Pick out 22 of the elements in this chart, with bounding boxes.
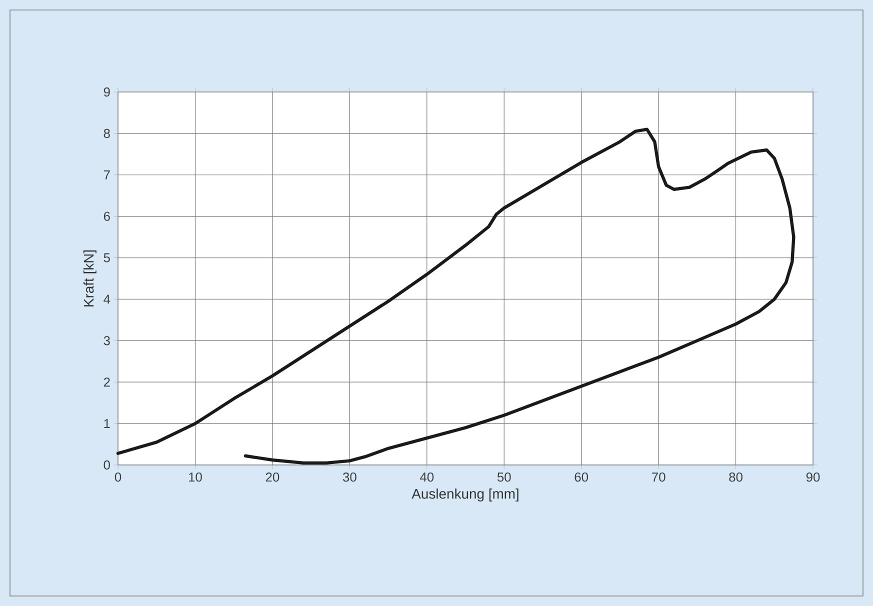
x-tick-label: 40 [420,472,434,482]
y-tick-label: 8 [104,128,110,138]
x-tick-label: 10 [189,472,202,482]
y-tick-label: 4 [104,294,110,304]
x-tick-label: 60 [574,472,588,482]
y-axis-title: Kraft [kN] [83,250,96,306]
x-tick-label: 20 [266,472,280,482]
x-tick-label: 30 [342,472,356,482]
y-tick-label: 7 [104,170,110,180]
y-tick-label: 2 [104,378,110,387]
y-tick-label: 5 [104,253,110,262]
x-tick-label: 0 [114,472,122,482]
y-tick-label: 9 [104,87,110,97]
x-axis-title: Auslenkung [mm] [412,488,518,502]
x-tick-label: 90 [806,472,820,482]
x-tick-label: 70 [652,472,666,482]
y-tick-label: 3 [104,336,110,346]
x-tick-label: 80 [729,472,742,482]
y-tick-label: 0 [104,460,110,470]
y-tick-label: 6 [104,212,110,221]
x-tick-label: 50 [497,472,511,482]
y-tick-label: 1 [104,419,110,428]
